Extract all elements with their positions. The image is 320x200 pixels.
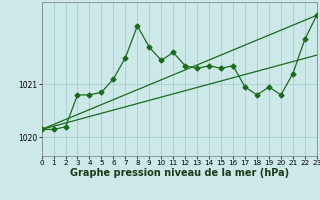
X-axis label: Graphe pression niveau de la mer (hPa): Graphe pression niveau de la mer (hPa): [70, 168, 289, 178]
